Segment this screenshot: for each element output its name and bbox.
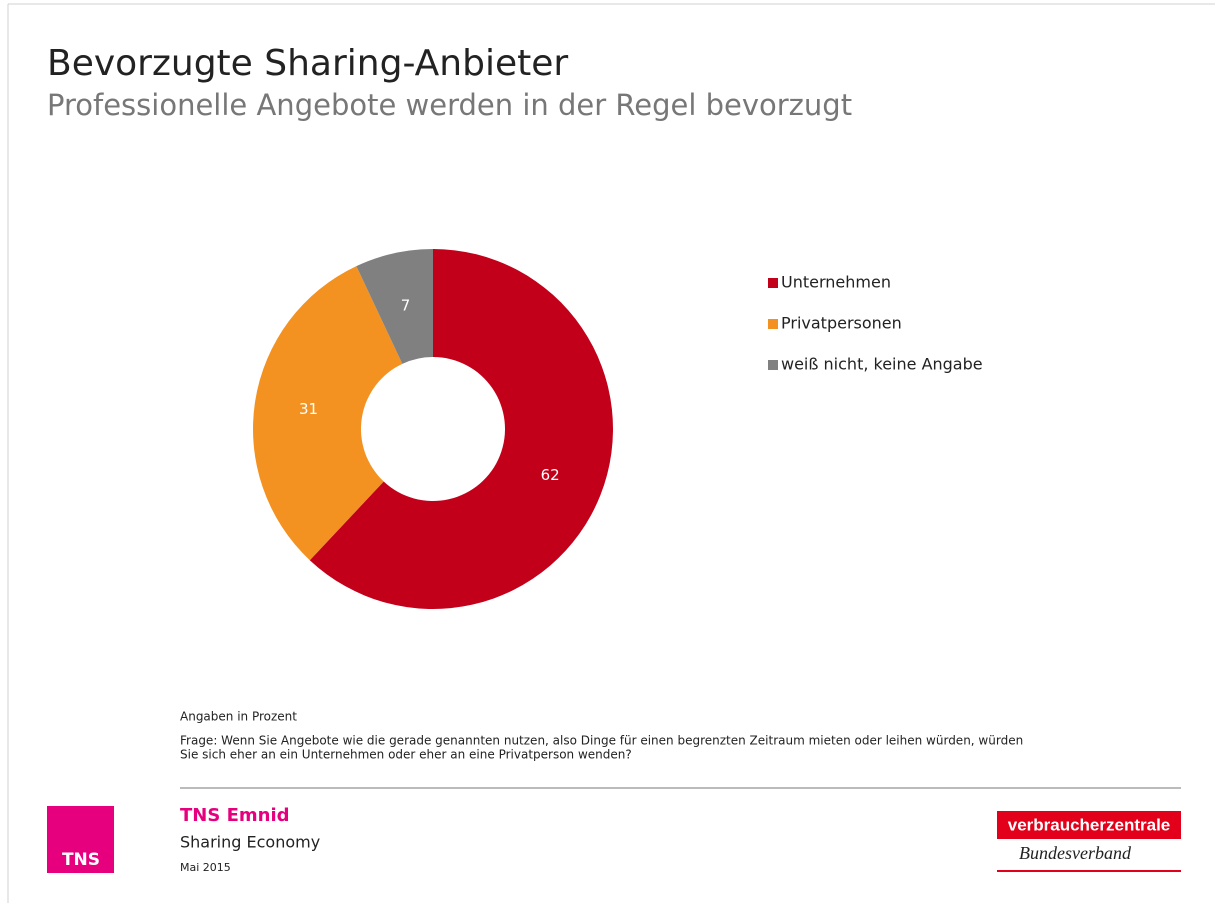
tns-logo (47, 806, 114, 873)
company: TNS Emnid (180, 805, 290, 826)
data-label: 62 (541, 466, 560, 484)
data-label: 7 (401, 297, 411, 315)
legend-swatch (768, 360, 778, 370)
study: Sharing Economy (180, 833, 320, 852)
partner-logo (997, 811, 1181, 839)
legend-swatch (768, 278, 778, 288)
legend-label: Privatpersonen (781, 314, 902, 333)
donut-segment (253, 266, 403, 561)
legend-swatch (768, 319, 778, 329)
legend-label: weiß nicht, keine Angabe (781, 355, 983, 374)
subtitle: Professionelle Angebote werden in der Re… (47, 88, 852, 122)
legend-label: Unternehmen (781, 273, 891, 292)
partner-logo-text: verbraucherzentrale (1008, 815, 1171, 834)
title: Bevorzugte Sharing-Anbieter (47, 43, 568, 84)
question-line: Frage: Wenn Sie Angebote wie die gerade … (180, 734, 1023, 748)
partner-sub: Bundesverband (1019, 843, 1132, 863)
date: Mai 2015 (180, 861, 231, 874)
donut-segment (356, 249, 433, 364)
question-line: Sie sich eher an ein Unternehmen oder eh… (180, 748, 632, 762)
tns-logo-text: TNS (62, 850, 100, 870)
data-label: 31 (299, 400, 318, 418)
unit-note: Angaben in Prozent (180, 710, 297, 724)
donut-segment (309, 249, 613, 609)
